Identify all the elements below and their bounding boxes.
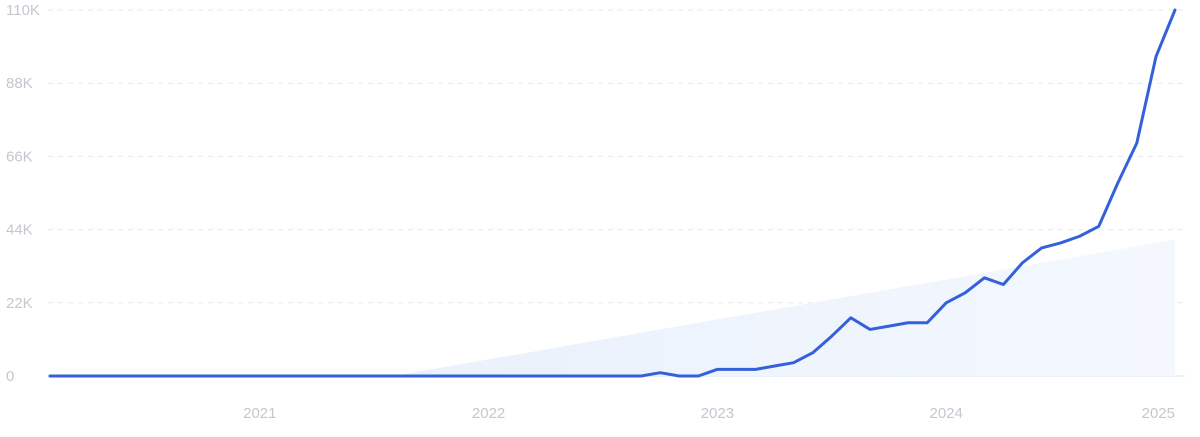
line-series [48, 8, 1177, 378]
x-tick-label: 2022 [472, 405, 505, 422]
y-tick-label: 110K [6, 2, 40, 19]
trend-area [393, 239, 1175, 376]
y-tick-label: 66K [6, 148, 33, 165]
y-tick-label: 0 [6, 368, 14, 385]
x-tick-label: 2021 [243, 405, 276, 422]
x-tick-label: 2023 [701, 405, 734, 422]
y-tick-label: 44K [6, 222, 33, 239]
y-tick-label: 88K [6, 75, 33, 92]
y-tick-label: 22K [6, 295, 33, 312]
x-tick-label: 2024 [930, 405, 963, 422]
x-tick-label: 2025 [1142, 405, 1175, 422]
